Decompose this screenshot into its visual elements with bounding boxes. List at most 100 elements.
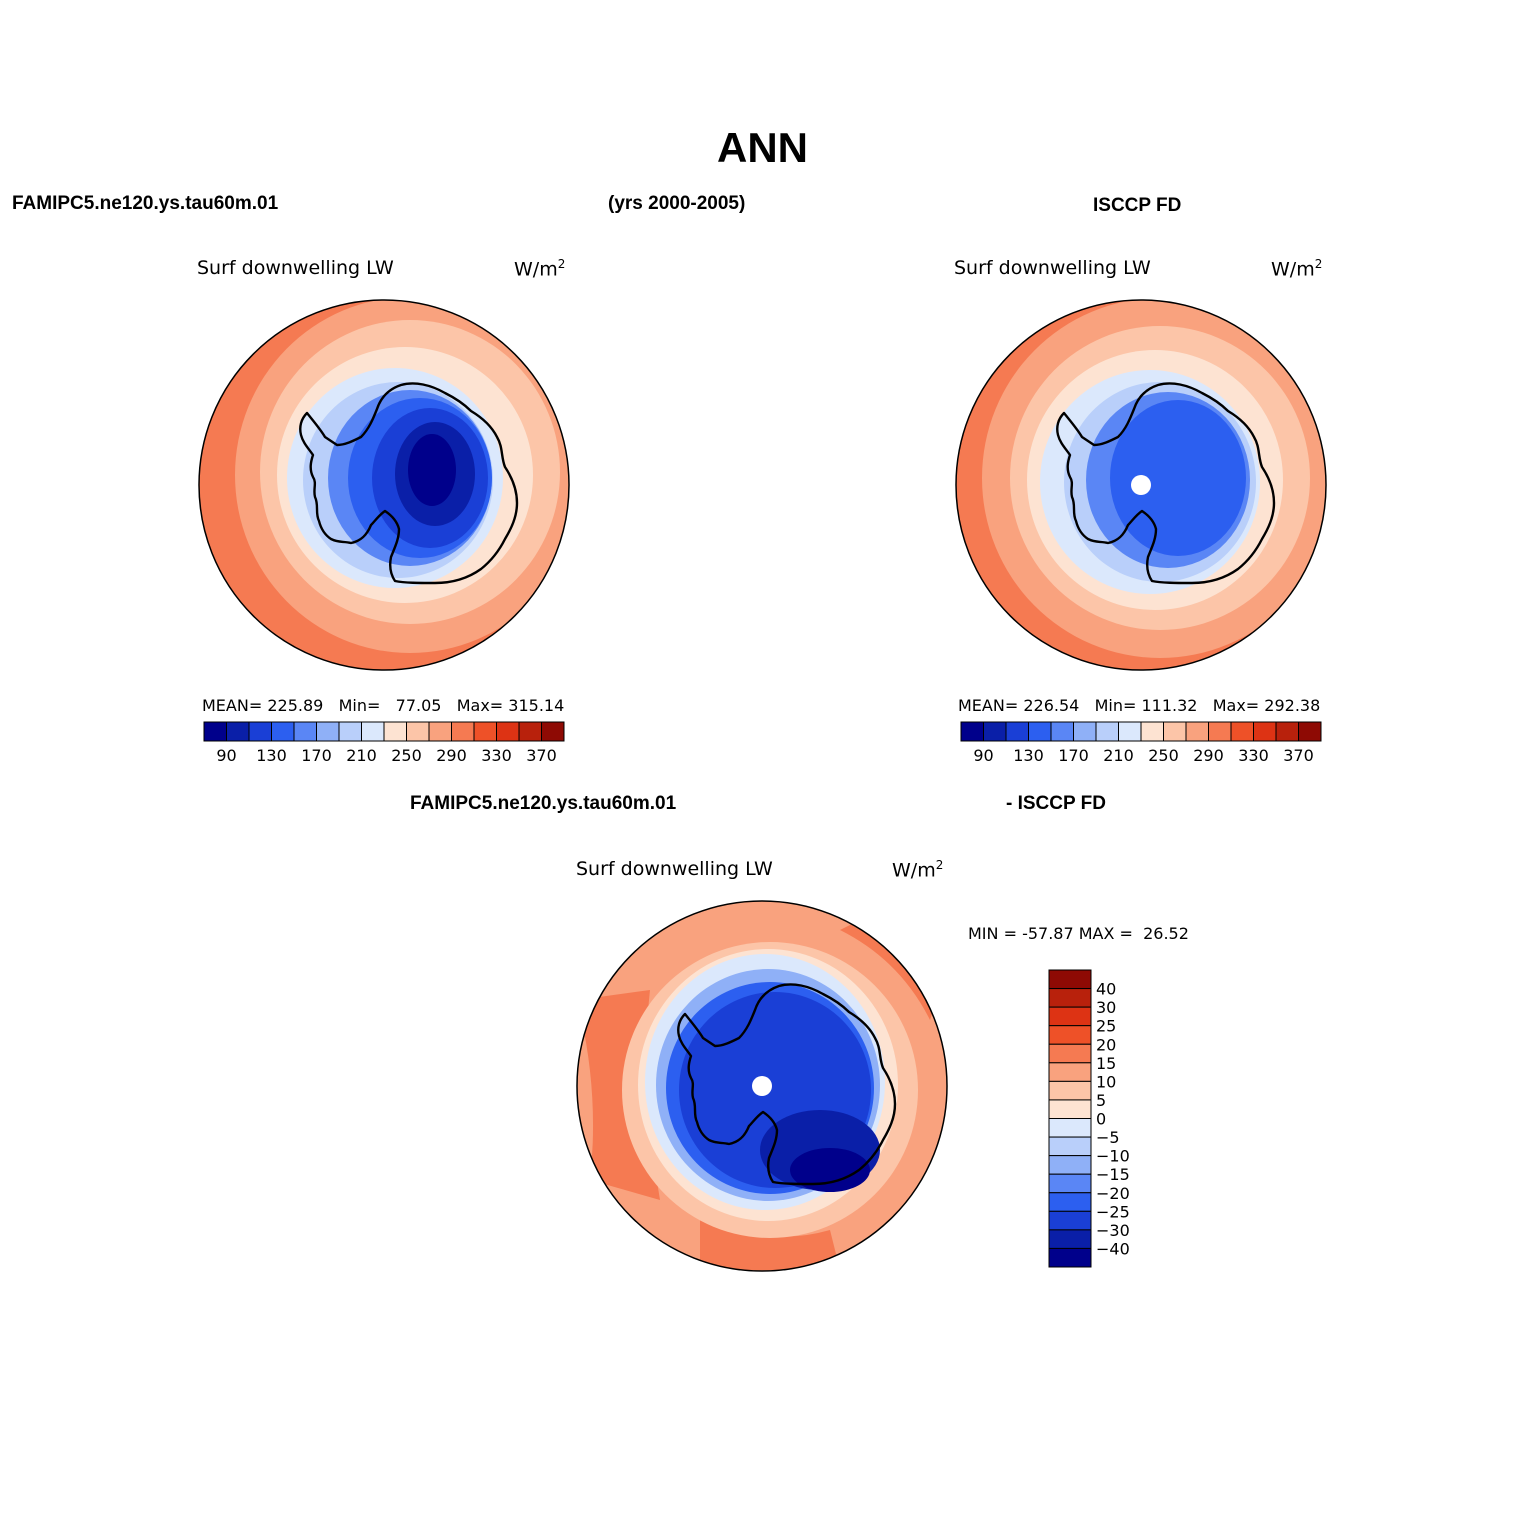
obs-max-label: Max= [1212,696,1260,715]
diff-colorbar-box [1048,1247,1092,1268]
obs-stats: MEAN= 226.54 Min= 111.32 Max= 292.38 [958,696,1320,715]
diff-colorbar-tick-label: −30 [1096,1221,1130,1240]
obs-map-border [955,299,1327,671]
model-colorbar-tick-label: 170 [301,746,332,765]
diff-units: W/m2 [892,858,943,881]
diff-colorbar-tick-label: 20 [1096,1035,1116,1054]
season-title: ANN [717,124,808,171]
diff-variable-label: Surf downwelling LW [576,858,773,880]
model-variable-label: Surf downwelling LW [197,257,394,279]
diff-map-border [576,900,948,1272]
obs-colorbar-tick-label: 370 [1283,746,1314,765]
diff-colorbar-tick-label: 30 [1096,998,1116,1017]
model-colorbar-box [248,721,272,742]
diff-colorbar-tick-label: −5 [1096,1128,1120,1147]
years-label: (yrs 2000-2005) [608,193,746,214]
obs-variable-label: Surf downwelling LW [954,257,1151,279]
obs-colorbar-box [1163,721,1187,742]
diff-colorbar-tick-label: 10 [1096,1072,1116,1091]
model-min-label: Min= [338,696,381,715]
diff-colorbar-tick-label: −15 [1096,1165,1130,1184]
model-colorbar-box [473,721,497,742]
diff-colorbar-box [1048,1062,1092,1082]
diff-colorbar-box [1048,1229,1092,1249]
diff-model-label: FAMIPC5.ne120.ys.tau60m.01 [410,793,677,814]
diff-colorbar-tick-label: −20 [1096,1184,1130,1203]
model-colorbar-tick-label: 330 [481,746,512,765]
obs-colorbar-tick-label: 290 [1193,746,1224,765]
obs-min: 111.32 [1141,696,1198,715]
obs-colorbar-box [1140,721,1164,742]
model-colorbar-box [406,721,430,742]
obs-colorbar-box [1253,721,1277,742]
model-colorbar-box [428,721,452,742]
diff-colorbar-box [1048,988,1092,1008]
obs-colorbar-tick-label: 170 [1058,746,1089,765]
diff-colorbar-box [1048,1025,1092,1045]
model-colorbar-box [203,721,227,742]
model-mean-label: MEAN= [202,696,263,715]
obs-colorbar-box [983,721,1007,742]
diff-colorbar-tick-label: 5 [1096,1091,1106,1110]
obs-units-base: W/m [1271,258,1315,281]
obs-min-label: Min= [1094,696,1137,715]
model-colorbar-box [496,721,520,742]
model-colorbar-box [316,721,340,742]
diff-colorbar-tick-label: 25 [1096,1017,1116,1036]
diff-colorbar-tick-label: −40 [1096,1239,1130,1258]
obs-colorbar-tick-label: 90 [973,746,993,765]
obs-colorbar-box [1230,721,1254,742]
obs-polar-map [956,300,1326,670]
model-colorbar-tick-label: 290 [436,746,467,765]
obs-pole-hole [1131,475,1151,495]
diff-colorbar-box [1048,1099,1092,1119]
obs-colorbar-box [1005,721,1029,742]
diff-units-base: W/m [892,859,936,882]
diff-colorbar-tick-label: 15 [1096,1054,1116,1073]
model-colorbar-tick-label: 250 [391,746,422,765]
diff-colorbar-box [1048,1192,1092,1212]
model-max-label: Max= [456,696,504,715]
diff-units-exp: 2 [935,858,944,872]
diff-obs-label: - ISCCP FD [1006,793,1106,814]
model-max: 315.14 [508,696,565,715]
obs-colorbar-box [1118,721,1142,742]
obs-mean-label: MEAN= [958,696,1019,715]
obs-case-label: ISCCP FD [1093,195,1182,216]
model-map-border [198,299,570,671]
diff-colorbar-box [1048,1118,1092,1138]
model-colorbar-box [383,721,407,742]
model-units-exp: 2 [557,257,566,271]
model-colorbar-tick-label: 370 [526,746,557,765]
diff-colorbar-box [1048,969,1092,990]
diff-colorbar-box [1048,1155,1092,1175]
model-colorbar-box [518,721,542,742]
model-colorbar-box [338,721,362,742]
obs-colorbar-box [1208,721,1232,742]
model-colorbar-box [361,721,385,742]
obs-colorbar-box [1095,721,1119,742]
obs-colorbar: 90 130 170 210 250 290 330 370 [960,721,1322,765]
obs-colorbar-tick-label: 130 [1013,746,1044,765]
model-units: W/m2 [514,257,565,280]
diff-colorbar-tick-label: 40 [1096,980,1116,999]
diff-colorbar-tick-label: 0 [1096,1110,1106,1129]
obs-colorbar-box [1050,721,1074,742]
obs-colorbar-box [960,721,984,742]
diff-colorbar-box [1048,1173,1092,1194]
model-colorbar-box [451,721,475,742]
diff-pole-hole [752,1076,772,1096]
obs-colorbar-box [1298,721,1322,742]
obs-units-exp: 2 [1314,257,1323,271]
obs-max: 292.38 [1264,696,1321,715]
model-stats: MEAN= 225.89 Min= 77.05 Max= 315.14 [202,696,564,715]
model-min: 77.05 [395,696,442,715]
diff-colorbar-box [1048,1210,1092,1231]
model-units-base: W/m [514,258,558,281]
diff-colorbar-box [1048,1080,1092,1101]
diff-colorbar-box [1048,1006,1092,1027]
obs-colorbar-box [1185,721,1209,742]
diff-minmax-label: MIN = -57.87 MAX = 26.52 [968,924,1189,943]
obs-colorbar-tick-label: 330 [1238,746,1269,765]
